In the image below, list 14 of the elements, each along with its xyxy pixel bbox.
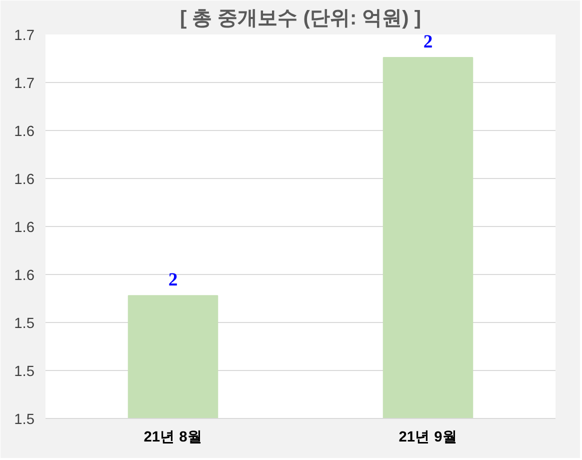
y-tick-label: 1.7 [14,76,34,92]
y-tick-label: 1.5 [14,364,34,380]
data-label: 2 [423,32,433,53]
y-tick-label: 1.6 [14,268,34,284]
y-tick-label: 1.6 [14,220,34,236]
y-tick-label: 1.5 [14,412,34,428]
x-tick-label: 21년 8월 [144,430,202,446]
chart-title: [ 총 중개보수 (단위: 억원) ] [180,8,422,30]
y-tick-label: 1.6 [14,124,34,140]
data-label: 2 [168,270,178,291]
y-tick-label: 1.6 [14,172,34,188]
y-tick-label: 1.5 [14,316,34,332]
x-tick-label: 21년 9월 [398,430,458,446]
y-tick-label: 1.7 [14,28,34,44]
